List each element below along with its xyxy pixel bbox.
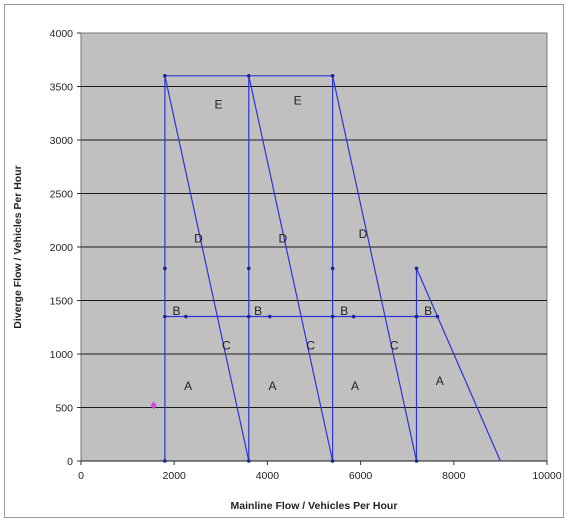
breakpoint-marker (351, 314, 356, 319)
y-tick-label: 2500 (50, 189, 74, 201)
y-tick-label: 1500 (50, 296, 74, 308)
region-label-c: C (222, 338, 231, 352)
region-label-d: D (278, 231, 287, 245)
x-tick-label: 2000 (163, 470, 187, 482)
x-tick-labels: 0 2000 4000 6000 8000 10000 (78, 461, 562, 482)
boundary-line (164, 75, 250, 462)
x-tick-label: 0 (78, 470, 84, 482)
x-tick-label: 6000 (349, 470, 373, 482)
breakpoint-marker (163, 314, 167, 319)
region-label-d: D (194, 231, 203, 245)
chart-frame: 0 500 1000 1500 2000 2500 3000 3500 4000 0 2000 40… (4, 4, 564, 518)
breakpoint-markers (150, 74, 440, 463)
y-tick-labels: 0 500 1000 1500 2000 2500 3000 3500 4000 (50, 28, 81, 468)
y-tick-label: 2000 (50, 242, 74, 254)
x-axis-title: Mainline Flow / Vehicles Per Hour (231, 500, 398, 512)
breakpoint-marker (163, 74, 167, 78)
region-label-b: B (254, 304, 262, 318)
breakpoint-marker (246, 266, 251, 271)
y-tick-label: 4000 (50, 28, 74, 40)
y-tick-label: 3000 (50, 135, 74, 147)
region-label-c: C (306, 338, 315, 352)
region-label-b: B (424, 304, 432, 318)
breakpoint-marker (435, 314, 440, 319)
region-label-b: B (340, 304, 348, 318)
region-label-a: A (269, 379, 277, 393)
breakpoint-marker (330, 314, 335, 319)
region-label-e: E (214, 98, 222, 112)
y-tick-label: 3500 (50, 82, 74, 94)
region-labels: E E D D D B B B B C C C A A A A (173, 93, 444, 393)
breakpoint-marker (267, 314, 272, 319)
breakpoint-marker (330, 266, 335, 271)
y-axis-title: Diverge Flow / Vehicles Per Hour (12, 165, 24, 328)
region-label-a: A (351, 379, 359, 393)
x-tick-label: 10000 (532, 470, 561, 482)
boundary-line (248, 75, 334, 462)
breakpoint-marker (246, 74, 251, 78)
breakpoint-marker (163, 266, 167, 271)
gridlines (81, 86, 547, 462)
boundary-line (415, 268, 501, 462)
y-tick-label: 500 (55, 403, 73, 415)
region-label-d: D (359, 227, 368, 241)
region-label-c: C (390, 338, 399, 352)
breakpoint-marker (414, 266, 419, 271)
breakpoint-marker (414, 459, 419, 463)
operating-point-marker (150, 401, 157, 410)
breakpoint-marker (414, 314, 419, 319)
region-label-a: A (184, 379, 192, 393)
region-label-a: A (436, 374, 444, 388)
breakpoint-marker (246, 459, 251, 463)
x-tick-label: 8000 (442, 470, 466, 482)
breakpoint-marker (246, 314, 251, 319)
chart: 0 500 1000 1500 2000 2500 3000 3500 4000 0 2000 40… (12, 28, 562, 512)
region-label-e: E (294, 93, 302, 107)
breakpoint-marker (163, 459, 167, 463)
y-tick-label: 0 (67, 456, 73, 468)
y-tick-label: 1000 (50, 349, 74, 361)
breakpoint-marker (184, 314, 188, 319)
region-label-b: B (173, 304, 181, 318)
boundary-line (332, 75, 418, 462)
x-tick-label: 4000 (256, 470, 280, 482)
breakpoint-marker (330, 74, 335, 78)
breakpoint-marker (330, 459, 335, 463)
